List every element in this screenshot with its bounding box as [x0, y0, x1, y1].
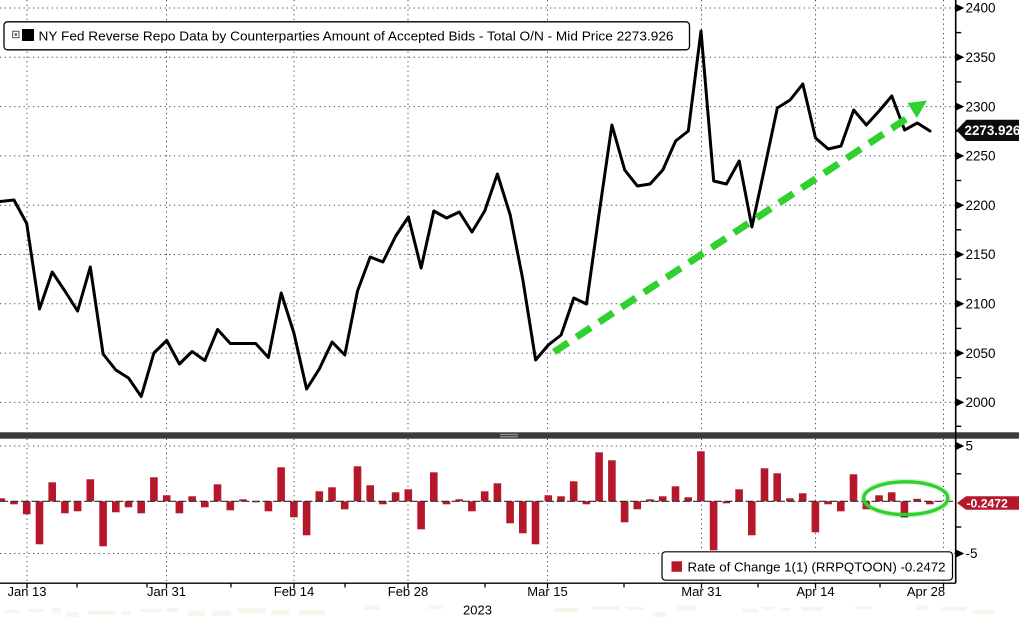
- svg-text:2023: 2023: [463, 603, 492, 618]
- svg-text:5: 5: [966, 439, 974, 454]
- svg-text:2050: 2050: [966, 346, 996, 361]
- svg-text:Jan 13: Jan 13: [7, 584, 46, 599]
- svg-text:2300: 2300: [966, 99, 996, 114]
- svg-text:-5: -5: [966, 546, 978, 561]
- svg-text:2273.926: 2273.926: [965, 123, 1019, 138]
- svg-text:-0.2472: -0.2472: [967, 497, 1009, 511]
- svg-text:Feb 28: Feb 28: [388, 584, 428, 599]
- svg-text:2100: 2100: [966, 297, 996, 312]
- svg-text:Apr 14: Apr 14: [796, 584, 834, 599]
- svg-text:2350: 2350: [966, 50, 996, 65]
- svg-text:Mar 31: Mar 31: [681, 584, 721, 599]
- svg-text:2200: 2200: [966, 198, 996, 213]
- svg-text:2150: 2150: [966, 247, 996, 262]
- svg-text:Mar 15: Mar 15: [527, 584, 567, 599]
- svg-text:2250: 2250: [966, 149, 996, 164]
- svg-text:Jan 31: Jan 31: [147, 584, 186, 599]
- svg-text:2400: 2400: [966, 1, 996, 16]
- svg-text:Apr 28: Apr 28: [907, 584, 945, 599]
- svg-text:2000: 2000: [966, 395, 996, 410]
- svg-text:Rate of Change 1(1) (RRPQTOON): Rate of Change 1(1) (RRPQTOON) -0.2472: [688, 560, 946, 575]
- svg-text:NY Fed Reverse Repo Data by Co: NY Fed Reverse Repo Data by Counterparti…: [39, 29, 674, 44]
- svg-text:Feb 14: Feb 14: [274, 584, 314, 599]
